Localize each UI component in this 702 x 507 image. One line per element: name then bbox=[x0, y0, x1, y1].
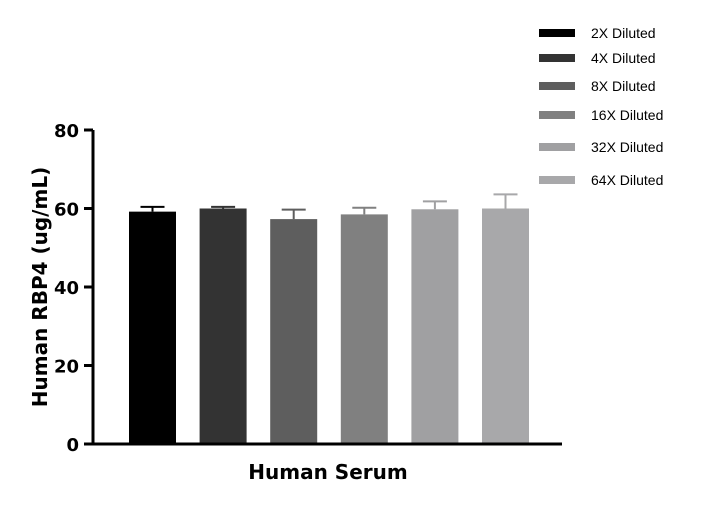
y-tick-label: 60 bbox=[54, 200, 79, 221]
y-axis-title: Human RBP4 (ug/mL) bbox=[28, 167, 52, 407]
legend-swatch bbox=[539, 176, 575, 184]
legend-swatch bbox=[539, 111, 575, 119]
bar bbox=[411, 209, 459, 444]
legend-swatch bbox=[539, 82, 575, 90]
y-tick-label: 0 bbox=[66, 435, 79, 456]
bar bbox=[199, 208, 247, 444]
bar-group bbox=[129, 208, 529, 444]
legend-label: 64X Diluted bbox=[591, 172, 663, 188]
y-tick-label: 20 bbox=[54, 357, 79, 378]
x-axis-title: Human Serum bbox=[248, 460, 407, 484]
legend: 2X Diluted 4X Diluted 8X Diluted 16X Dilute… bbox=[539, 25, 663, 188]
bar bbox=[340, 214, 388, 444]
legend-swatch bbox=[539, 54, 575, 62]
legend-label: 16X Diluted bbox=[591, 107, 663, 123]
y-tick-label: 40 bbox=[54, 278, 79, 299]
legend-label: 8X Diluted bbox=[591, 78, 656, 94]
bar bbox=[129, 211, 176, 444]
legend-swatch bbox=[539, 29, 575, 37]
bar bbox=[270, 219, 318, 444]
legend-label: 4X Diluted bbox=[591, 50, 656, 66]
error-bar-group bbox=[140, 193, 518, 220]
y-axis-ticks: 0 20 40 60 80 bbox=[54, 121, 93, 456]
legend-swatch bbox=[539, 143, 575, 151]
bar bbox=[482, 208, 529, 444]
legend-label: 2X Diluted bbox=[591, 25, 656, 41]
y-tick-label: 80 bbox=[54, 121, 79, 142]
legend-label: 32X Diluted bbox=[591, 139, 663, 155]
